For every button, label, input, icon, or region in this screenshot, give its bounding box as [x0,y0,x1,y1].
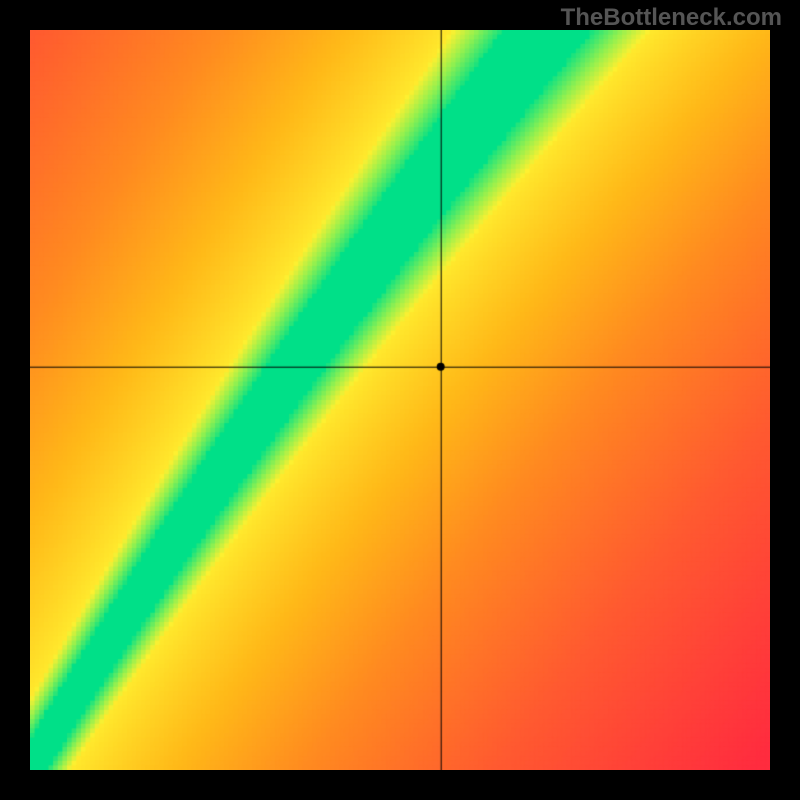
watermark-text: TheBottleneck.com [561,4,782,32]
heatmap-plot [30,30,770,770]
